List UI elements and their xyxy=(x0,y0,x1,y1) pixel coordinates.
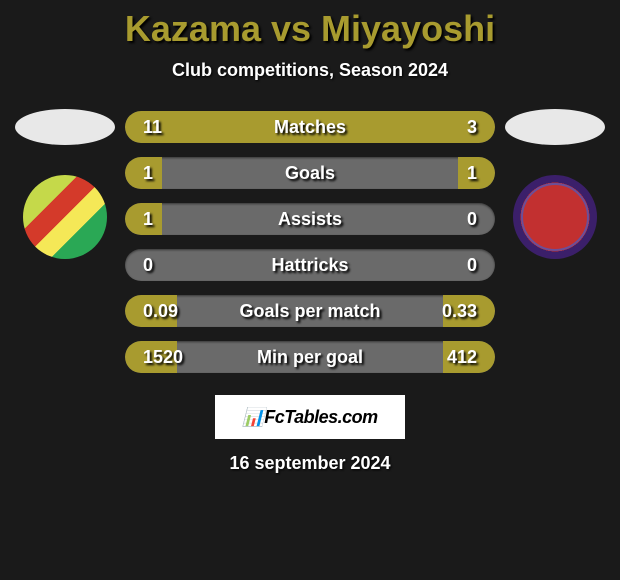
stat-label: Min per goal xyxy=(125,341,495,373)
club-badge-right-icon xyxy=(513,175,597,259)
stat-right-value: 0 xyxy=(467,203,477,235)
player-silhouette-left xyxy=(15,109,115,145)
stat-label: Matches xyxy=(125,111,495,143)
page-title: Kazama vs Miyayoshi xyxy=(0,8,620,50)
stat-label: Assists xyxy=(125,203,495,235)
stat-label: Goals xyxy=(125,157,495,189)
comparison-card: Kazama vs Miyayoshi Club competitions, S… xyxy=(0,0,620,474)
footer-date: 16 september 2024 xyxy=(0,453,620,474)
stat-bar: 0.09Goals per match0.33 xyxy=(125,295,495,327)
stat-bar: 0Hattricks0 xyxy=(125,249,495,281)
left-side xyxy=(5,109,125,389)
player-silhouette-right xyxy=(505,109,605,145)
subtitle: Club competitions, Season 2024 xyxy=(0,60,620,81)
stat-bar: 1Assists0 xyxy=(125,203,495,235)
stat-right-value: 0.33 xyxy=(442,295,477,327)
stat-bar: 1520Min per goal412 xyxy=(125,341,495,373)
stat-label: Hattricks xyxy=(125,249,495,281)
stat-right-value: 412 xyxy=(447,341,477,373)
main-row: 11Matches31Goals11Assists00Hattricks00.0… xyxy=(0,109,620,389)
stat-right-value: 3 xyxy=(467,111,477,143)
stat-right-value: 0 xyxy=(467,249,477,281)
right-side xyxy=(495,109,615,389)
stat-label: Goals per match xyxy=(125,295,495,327)
brand-badge: 📊 FcTables.com xyxy=(215,395,405,439)
club-badge-left-icon xyxy=(23,175,107,259)
stat-bar: 11Matches3 xyxy=(125,111,495,143)
brand-label: FcTables.com xyxy=(264,407,377,428)
chart-icon: 📊 xyxy=(242,407,264,428)
stat-right-value: 1 xyxy=(467,157,477,189)
stats-column: 11Matches31Goals11Assists00Hattricks00.0… xyxy=(125,111,495,387)
stat-bar: 1Goals1 xyxy=(125,157,495,189)
